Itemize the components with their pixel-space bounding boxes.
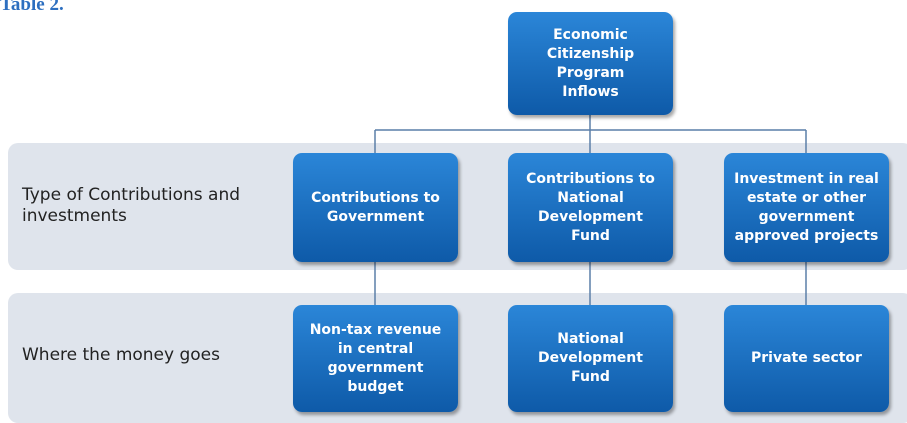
title: Table 2.: [0, 0, 64, 15]
node: Private sector: [724, 305, 889, 412]
node: Investment in real estate or other gover…: [724, 153, 889, 262]
node: Contributions to Government: [293, 153, 458, 262]
node: Contributions to National Development Fu…: [508, 153, 673, 262]
node: National Development Fund: [508, 305, 673, 412]
node: Non-tax revenue in central government bu…: [293, 305, 458, 412]
row-label: Where the money goes: [22, 345, 220, 365]
root-node: Economic Citizenship Program Inflows: [508, 12, 673, 115]
row-label: Type of Contributions and investments: [22, 185, 241, 226]
